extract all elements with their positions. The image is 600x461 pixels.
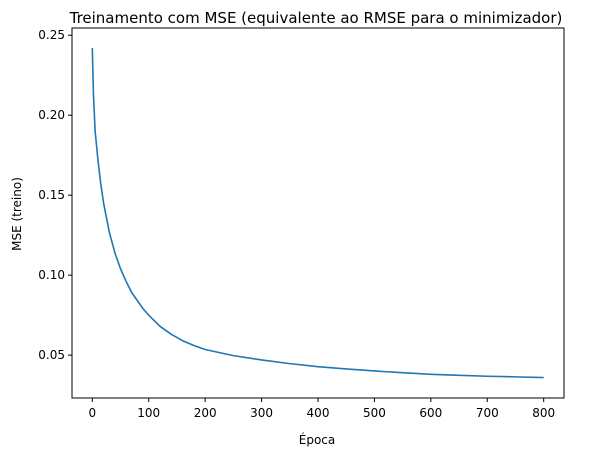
- y-tick-label: 0.15: [38, 188, 65, 202]
- x-tick-label: 200: [194, 406, 217, 420]
- y-tick-label: 0.20: [38, 108, 65, 122]
- x-tick-label: 500: [363, 406, 386, 420]
- y-axis-label: MSE (treino): [10, 177, 24, 251]
- x-tick-label: 100: [137, 406, 160, 420]
- chart-title: Treinamento com MSE (equivalente ao RMSE…: [69, 9, 563, 27]
- y-tick-label: 0.25: [38, 28, 65, 42]
- x-tick-label: 300: [250, 406, 273, 420]
- x-tick-label: 400: [307, 406, 330, 420]
- x-tick-label: 700: [476, 406, 499, 420]
- plot-area-frame: [71, 27, 565, 399]
- x-axis-label: Época: [299, 432, 336, 447]
- x-tick-label: 0: [88, 406, 96, 420]
- x-tick-label: 800: [532, 406, 555, 420]
- y-tick-label: 0.05: [38, 348, 65, 362]
- x-tick-label: 600: [419, 406, 442, 420]
- ticks-layer: 0 100 200 300 400 500 600 700 800 0.05 0.10 0.15 0.2…: [38, 28, 555, 420]
- series-line-mse-treino: [91, 47, 544, 379]
- series-layer: [91, 47, 544, 379]
- y-tick-label: 0.10: [38, 268, 65, 282]
